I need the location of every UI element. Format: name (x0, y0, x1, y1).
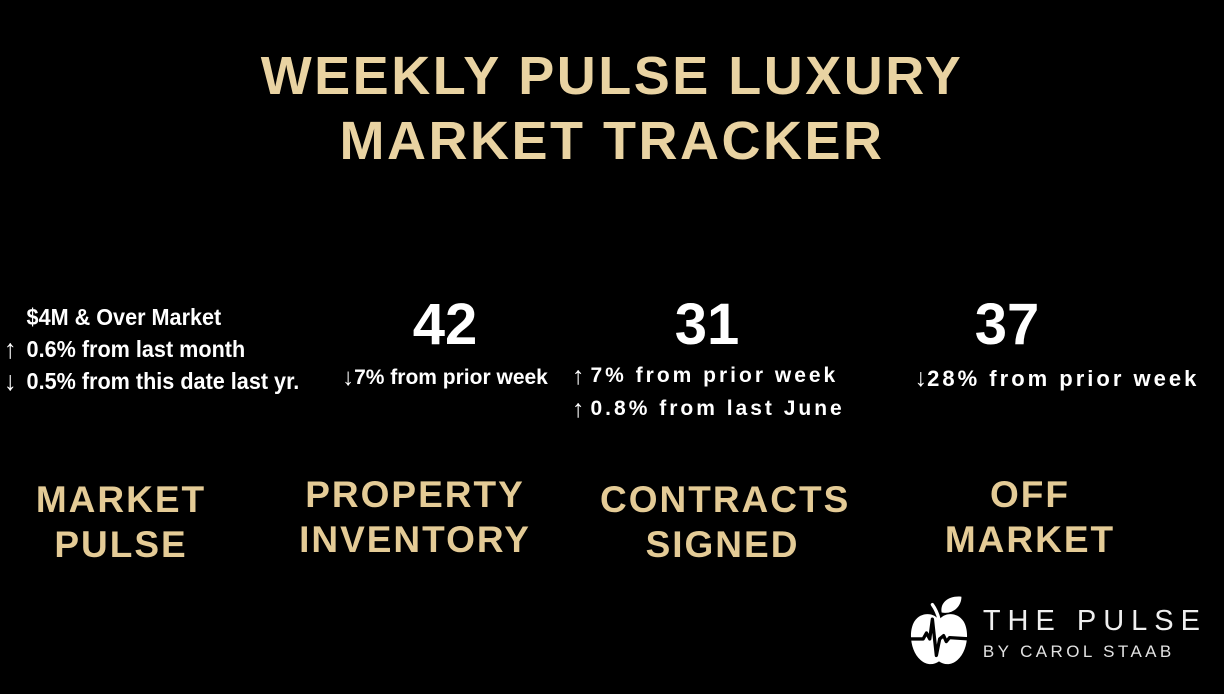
down-arrow-icon: ↓ (4, 366, 17, 396)
label-line: INVENTORY (299, 519, 531, 560)
stat-text: 0.6% from last month (26, 336, 246, 362)
down-arrow-icon: ↓ (342, 364, 355, 391)
contracts-signed-change-week: ↑ 7% from prior week (572, 362, 884, 390)
market-pulse-stat-year: ↓ 0.5% from this date last yr. (4, 365, 299, 397)
label-contracts-signed: CONTRACTS SIGNED (600, 477, 851, 567)
label-line: MARKET (35, 479, 207, 520)
logo-byline: BY CAROL STAAB (982, 641, 1175, 661)
market-pulse-stat-month: ↑ 0.6% from last month (4, 333, 286, 365)
contracts-signed-stats: 31 ↑ 7% from prior week ↑ 0.8% from last… (562, 295, 884, 423)
stat-text: 7% from prior week (354, 366, 548, 389)
stat-text: $4M & Over Market (26, 304, 222, 330)
contracts-signed-value: 31 (674, 292, 740, 357)
off-market-change: ↓ 28% from prior week (890, 364, 1224, 393)
stat-text: 0.8% from last June (590, 397, 845, 420)
property-inventory-stats: 42 ↓ 7% from prior week (320, 295, 570, 392)
label-property-inventory: PROPERTY INVENTORY (293, 472, 537, 562)
apple-pulse-icon (906, 593, 972, 673)
label-line: PULSE (54, 524, 188, 565)
logo-text: THE PULSE BY CAROL STAAB (983, 605, 1207, 662)
label-line: SIGNED (645, 524, 800, 565)
logo-brand-name: THE PULSE (982, 604, 1207, 637)
off-market-stats: 37 ↓ 28% from prior week (890, 295, 1224, 393)
property-inventory-value: 42 (412, 292, 478, 357)
label-market-pulse: MARKET PULSE (0, 477, 242, 567)
label-line: OFF (990, 474, 1070, 515)
stat-text: 28% from prior week (927, 365, 1200, 391)
market-pulse-stat-headline: $4M & Over Market (4, 301, 286, 333)
page-title-line1: WEEKLY PULSE LUXURY (260, 46, 964, 106)
property-inventory-change: ↓ 7% from prior week (320, 364, 570, 392)
label-line: PROPERTY (305, 474, 525, 515)
stat-text: 7% from prior week (590, 364, 839, 387)
down-arrow-icon: ↓ (914, 364, 928, 392)
label-line: MARKET (944, 519, 1116, 560)
page-title: WEEKLY PULSE LUXURY MARKET TRACKER (0, 44, 1224, 174)
label-off-market: OFF MARKET (915, 472, 1145, 562)
up-arrow-icon: ↑ (572, 395, 585, 423)
the-pulse-logo: THE PULSE BY CAROL STAAB (906, 593, 1207, 673)
stat-text: 0.5% from this date last yr. (26, 368, 300, 394)
market-pulse-stats: $4M & Over Market ↑ 0.6% from last month… (4, 301, 304, 397)
up-arrow-icon: ↑ (572, 362, 585, 390)
page-title-line2: MARKET TRACKER (339, 111, 885, 171)
contracts-signed-change-june: ↑ 0.8% from last June (572, 395, 884, 423)
up-arrow-icon: ↑ (4, 334, 17, 364)
label-line: CONTRACTS (600, 479, 851, 520)
off-market-value: 37 (974, 292, 1040, 357)
